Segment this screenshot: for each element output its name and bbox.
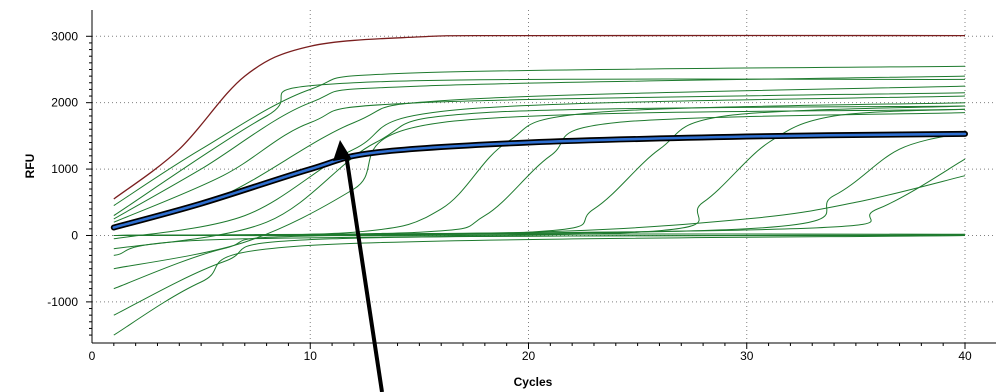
arrow-shaft: [344, 153, 384, 392]
x-tick-label: 20: [522, 349, 536, 363]
x-tick-label: 30: [740, 349, 754, 363]
highlighted-series-outline: [110, 130, 968, 231]
x-axis-label: Cycles: [514, 375, 553, 389]
series-line: [113, 85, 966, 230]
annotation-arrow: [333, 140, 384, 392]
series-line: [113, 132, 966, 236]
y-tick-label: -1000: [47, 295, 78, 309]
series-line: [113, 92, 966, 223]
grid: [92, 10, 996, 343]
series-line: [113, 233, 966, 290]
y-axis-label: RFU: [23, 154, 37, 179]
y-tick-label: 3000: [51, 29, 78, 43]
series-line: [113, 105, 966, 236]
series-line: [113, 65, 966, 207]
series-line: [113, 108, 966, 237]
series-line: [113, 78, 966, 217]
highlighted-series-line: [112, 132, 967, 229]
x-tick-label: 0: [89, 349, 96, 363]
series-line: [113, 235, 966, 336]
x-tick-label: 40: [958, 349, 972, 363]
series-line: [113, 158, 966, 236]
y-tick-label: 1000: [51, 162, 78, 176]
y-tick-label: 0: [71, 228, 78, 242]
series-line: [113, 102, 966, 236]
x-tick-label: 10: [304, 349, 318, 363]
series-line: [113, 235, 966, 316]
tick-labels: 0 10 20 30 40 -1000 0 1000 2000 3000: [47, 29, 972, 363]
axes: [86, 10, 996, 349]
series-line: [113, 95, 966, 240]
series-line: [113, 75, 966, 220]
series-line: [113, 234, 966, 256]
series-lines: [110, 34, 968, 336]
y-tick-label: 2000: [51, 96, 78, 110]
series-line: [113, 105, 966, 250]
arrow-head: [333, 140, 351, 161]
series-line: [113, 34, 966, 200]
